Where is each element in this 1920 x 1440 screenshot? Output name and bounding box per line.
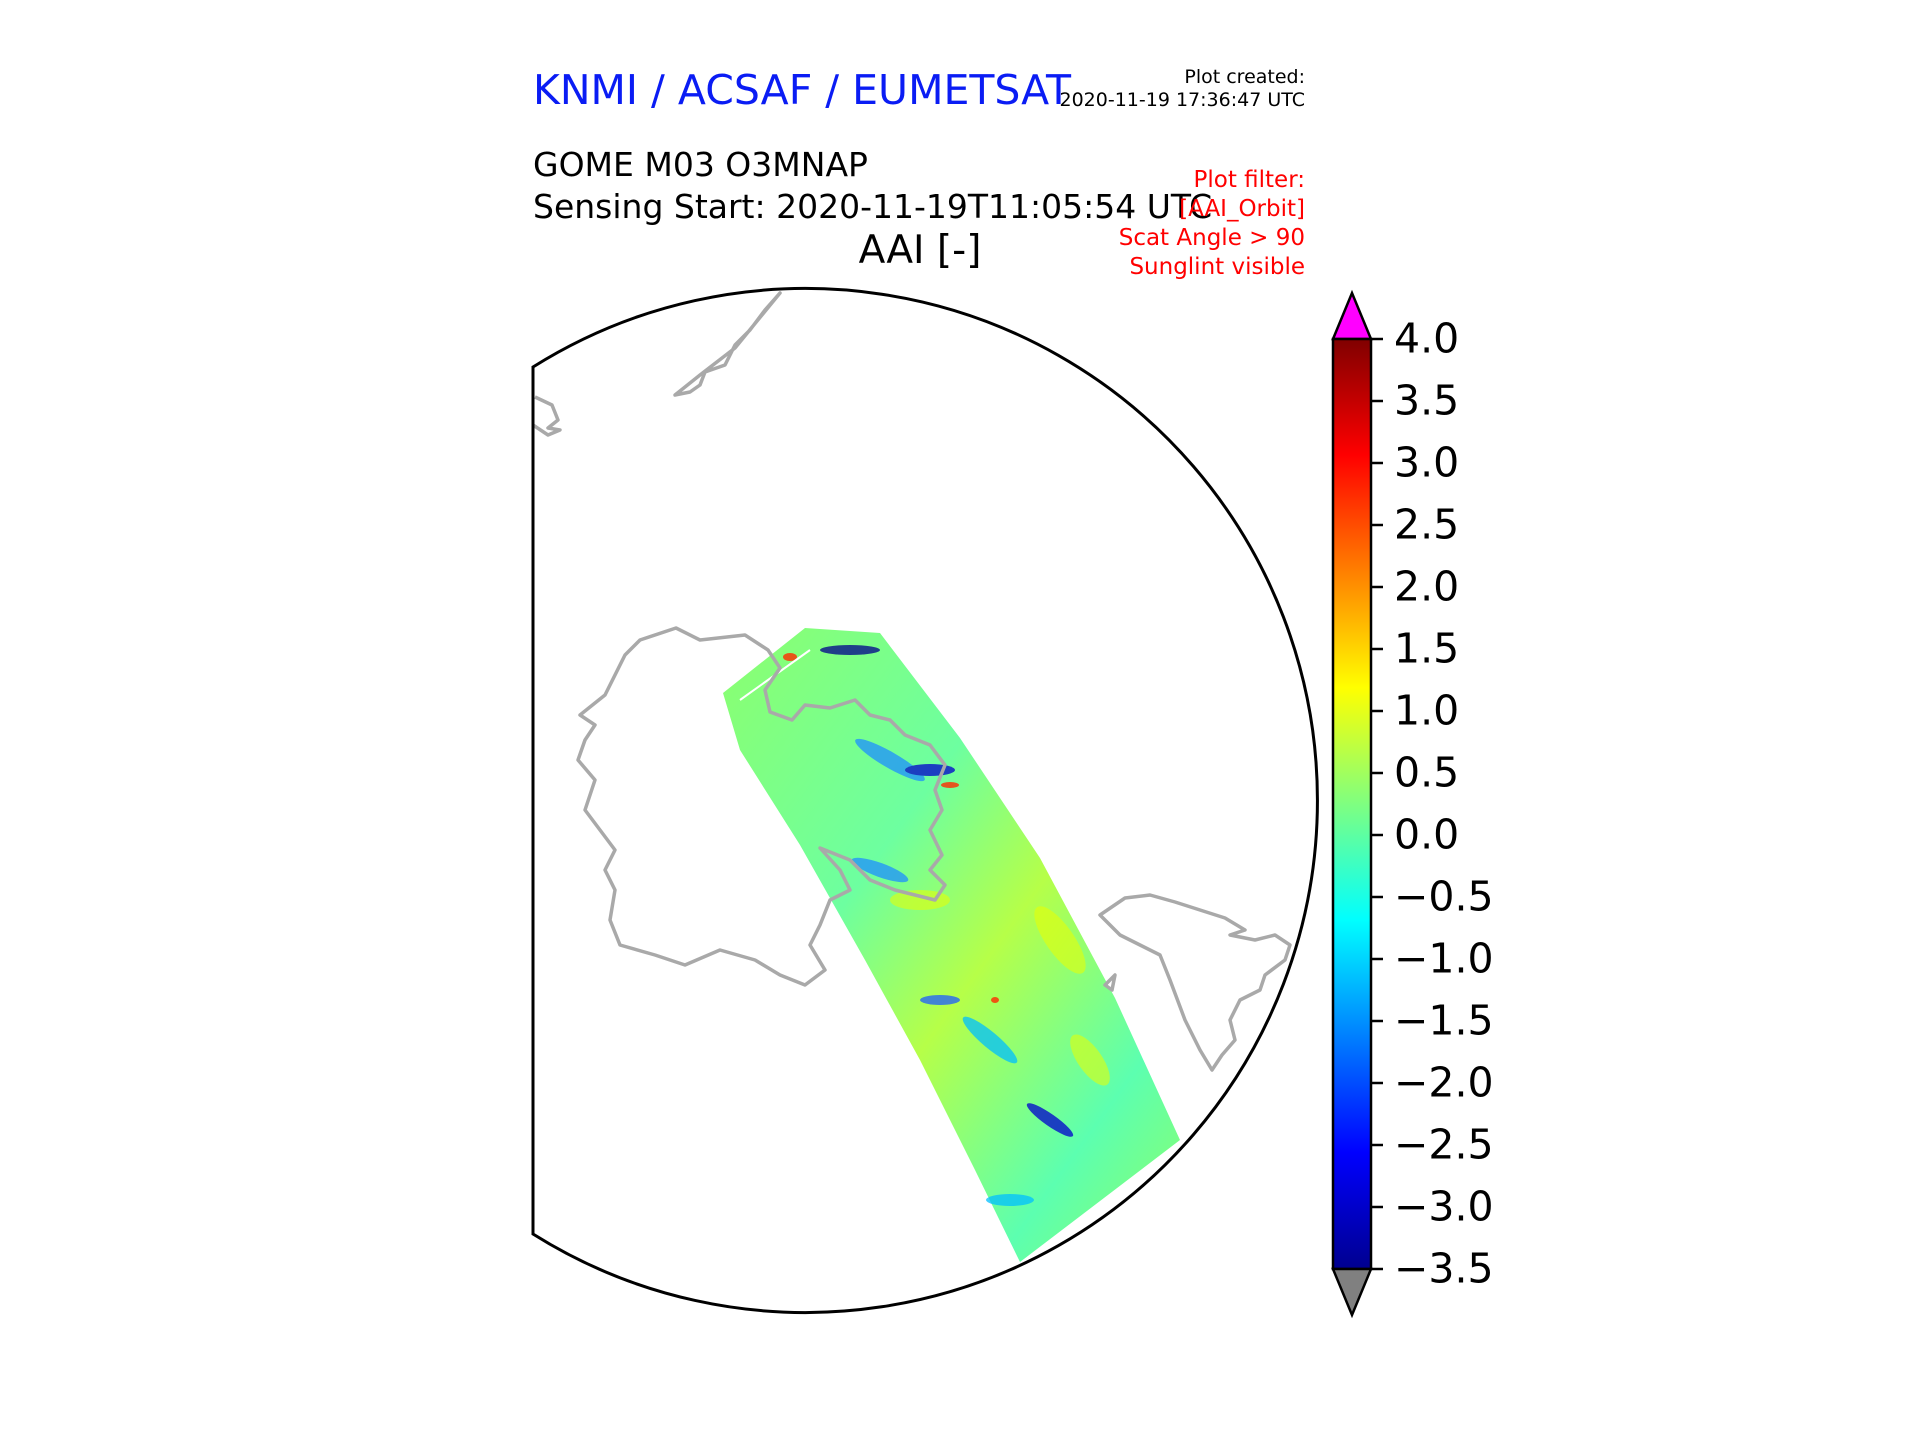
plot-filter-orbit: [AAI_Orbit] xyxy=(1179,196,1305,222)
colorbar-tick-label: 2.5 xyxy=(1394,500,1460,549)
coastline-tasmania xyxy=(1103,973,1117,992)
map-boundary xyxy=(531,287,1319,1314)
colorbar-tick-label: 3.0 xyxy=(1394,438,1460,487)
plot-filter-sunglint: Sunglint visible xyxy=(1129,254,1305,280)
aai-moderate-features xyxy=(890,890,1110,1086)
colorbar-tick-label: 0.0 xyxy=(1394,810,1460,859)
satellite-swath xyxy=(723,628,1180,1262)
colorbar-tick-label: 1.5 xyxy=(1394,624,1460,673)
plot-filter-label: Plot filter: xyxy=(1193,167,1305,193)
colorbar-tick-label: 0.5 xyxy=(1394,748,1460,797)
colorbar-tick-label: −3.0 xyxy=(1394,1182,1494,1231)
colorbar-tick-label: −1.0 xyxy=(1394,934,1494,983)
colorbar-tick-label: 4.0 xyxy=(1394,314,1460,363)
colorbar-over-extension xyxy=(1331,289,1373,341)
product-title: GOME M03 O3MNAP xyxy=(533,145,868,184)
colorbar-under-extension xyxy=(1331,1267,1373,1319)
sensing-start: Sensing Start: 2020-11-19T11:05:54 UTC xyxy=(533,187,1213,226)
colorbar-tick-label: −2.0 xyxy=(1394,1058,1494,1107)
coastline-south-america xyxy=(673,291,782,397)
plot-filter-scat-angle: Scat Angle > 90 xyxy=(1118,225,1305,251)
coastlines xyxy=(533,291,1292,1072)
colorbar-tick-label: −2.5 xyxy=(1394,1120,1494,1169)
colorbar-tick-label: −3.5 xyxy=(1394,1244,1494,1293)
variable-title: AAI [-] xyxy=(858,228,982,273)
aai-high-features xyxy=(783,653,999,1003)
organisation-title: KNMI / ACSAF / EUMETSAT xyxy=(533,66,1072,114)
colorbar-tick-label: 2.0 xyxy=(1394,562,1460,611)
colorbar-tick-label: 1.0 xyxy=(1394,686,1460,735)
coastline-australia xyxy=(1098,893,1292,1072)
colorbar-tick-label: −0.5 xyxy=(1394,872,1494,921)
colorbar-body xyxy=(1331,337,1373,1271)
plot-created-timestamp: 2020-11-19 17:36:47 UTC xyxy=(1059,89,1306,111)
colorbar-tick-label: −1.5 xyxy=(1394,996,1494,1045)
coastline-antarctica xyxy=(576,626,947,987)
plot-created-label: Plot created: xyxy=(1184,66,1305,88)
coastline-south-africa xyxy=(533,395,562,437)
colorbar-tick-label: 3.5 xyxy=(1394,376,1460,425)
